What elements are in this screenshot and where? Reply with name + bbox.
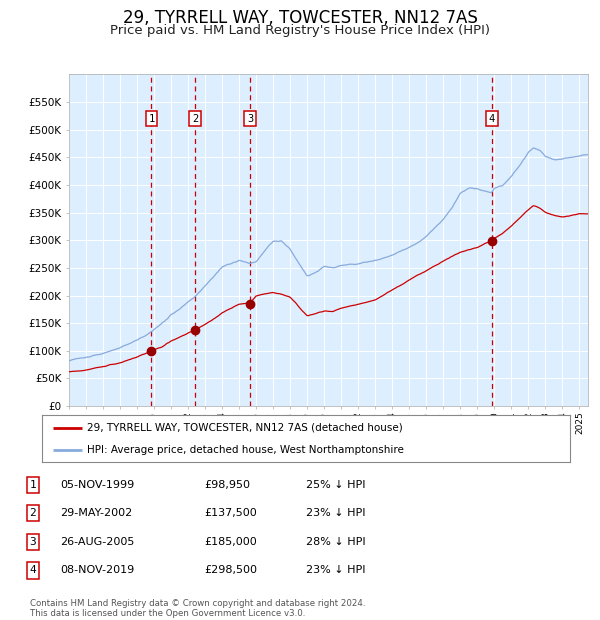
Text: 1: 1 xyxy=(148,113,154,123)
Text: 08-NOV-2019: 08-NOV-2019 xyxy=(60,565,134,575)
Text: £137,500: £137,500 xyxy=(204,508,257,518)
Text: £298,500: £298,500 xyxy=(204,565,257,575)
Text: 1: 1 xyxy=(29,480,37,490)
Text: £185,000: £185,000 xyxy=(204,537,257,547)
Text: £98,950: £98,950 xyxy=(204,480,250,490)
Text: 3: 3 xyxy=(247,113,253,123)
Text: Price paid vs. HM Land Registry's House Price Index (HPI): Price paid vs. HM Land Registry's House … xyxy=(110,24,490,37)
Text: 25% ↓ HPI: 25% ↓ HPI xyxy=(306,480,365,490)
Text: 29, TYRRELL WAY, TOWCESTER, NN12 7AS: 29, TYRRELL WAY, TOWCESTER, NN12 7AS xyxy=(122,9,478,27)
Text: HPI: Average price, detached house, West Northamptonshire: HPI: Average price, detached house, West… xyxy=(87,445,404,455)
Text: 23% ↓ HPI: 23% ↓ HPI xyxy=(306,508,365,518)
Text: 4: 4 xyxy=(489,113,495,123)
Text: 2: 2 xyxy=(192,113,198,123)
Text: 3: 3 xyxy=(29,537,37,547)
Text: 29-MAY-2002: 29-MAY-2002 xyxy=(60,508,132,518)
Text: Contains HM Land Registry data © Crown copyright and database right 2024.
This d: Contains HM Land Registry data © Crown c… xyxy=(30,599,365,618)
Text: 2: 2 xyxy=(29,508,37,518)
Text: 05-NOV-1999: 05-NOV-1999 xyxy=(60,480,134,490)
Text: 26-AUG-2005: 26-AUG-2005 xyxy=(60,537,134,547)
Text: 4: 4 xyxy=(29,565,37,575)
Text: 28% ↓ HPI: 28% ↓ HPI xyxy=(306,537,365,547)
Text: 29, TYRRELL WAY, TOWCESTER, NN12 7AS (detached house): 29, TYRRELL WAY, TOWCESTER, NN12 7AS (de… xyxy=(87,423,403,433)
Text: 23% ↓ HPI: 23% ↓ HPI xyxy=(306,565,365,575)
